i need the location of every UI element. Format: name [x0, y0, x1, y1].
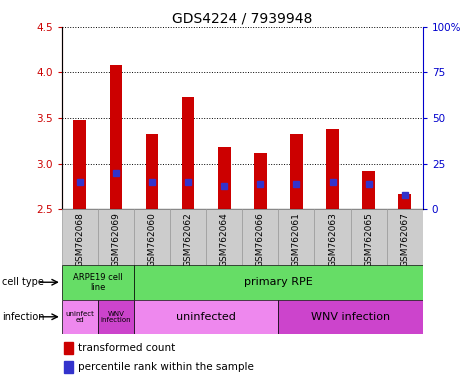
Bar	[170, 209, 206, 265]
Bar	[290, 134, 303, 209]
Bar	[326, 129, 339, 209]
Text: GSM762065: GSM762065	[364, 212, 373, 267]
Bar	[206, 209, 242, 265]
Text: infection: infection	[2, 312, 45, 322]
Text: percentile rank within the sample: percentile rank within the sample	[78, 362, 254, 372]
Text: transformed count: transformed count	[78, 343, 175, 353]
Bar	[62, 300, 98, 334]
Bar	[182, 97, 194, 209]
Bar	[62, 265, 134, 300]
Title: GDS4224 / 7939948: GDS4224 / 7939948	[172, 12, 313, 26]
Text: ARPE19 cell
line: ARPE19 cell line	[73, 273, 123, 292]
Text: uninfected: uninfected	[176, 312, 236, 322]
Text: GSM762064: GSM762064	[220, 212, 228, 267]
Bar	[64, 361, 73, 373]
Text: cell type: cell type	[2, 277, 44, 287]
Bar	[74, 120, 86, 209]
Bar	[387, 209, 423, 265]
Bar	[278, 300, 423, 334]
Bar	[62, 209, 98, 265]
Text: GSM762067: GSM762067	[400, 212, 409, 267]
Text: GSM762069: GSM762069	[112, 212, 120, 267]
Text: GSM762060: GSM762060	[148, 212, 156, 267]
Bar	[134, 300, 278, 334]
Bar	[98, 300, 134, 334]
Bar	[134, 209, 170, 265]
Bar	[146, 134, 158, 209]
Bar	[64, 342, 73, 354]
Bar	[314, 209, 351, 265]
Text: GSM762066: GSM762066	[256, 212, 265, 267]
Text: WNV infection: WNV infection	[311, 312, 390, 322]
Bar	[134, 265, 423, 300]
Text: GSM762068: GSM762068	[76, 212, 84, 267]
Text: WNV
infection: WNV infection	[101, 311, 131, 323]
Bar	[98, 209, 134, 265]
Bar	[110, 65, 122, 209]
Bar	[278, 209, 314, 265]
Bar	[362, 171, 375, 209]
Text: uninfect
ed: uninfect ed	[66, 311, 94, 323]
Bar	[242, 209, 278, 265]
Text: GSM762061: GSM762061	[292, 212, 301, 267]
Bar	[254, 153, 266, 209]
Text: primary RPE: primary RPE	[244, 277, 313, 287]
Bar	[351, 209, 387, 265]
Text: GSM762062: GSM762062	[184, 212, 192, 267]
Text: GSM762063: GSM762063	[328, 212, 337, 267]
Bar	[399, 194, 411, 209]
Bar	[218, 147, 230, 209]
